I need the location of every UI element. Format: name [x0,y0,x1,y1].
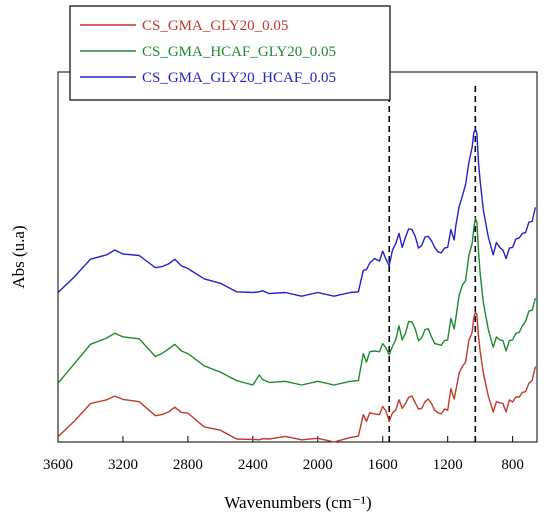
x-tick-label: 2000 [303,457,333,473]
legend-box [69,5,391,101]
x-tick-label: 2800 [173,457,203,473]
series-line-1 [57,311,537,443]
x-axis-title: Wavenumbers (cm⁻¹) [224,493,371,512]
x-tick-label: 3200 [108,457,138,473]
x-tick-label: 1200 [433,457,463,473]
x-tick-label: 1600 [368,457,398,473]
series-line-2 [57,217,537,386]
x-tick-label: 800 [501,457,524,473]
y-axis-title: Abs (u.a) [9,225,28,288]
legend: CS_GMA_GLY20_0.05 CS_GMA_HCAF_GLY20_0.05 C… [69,5,391,101]
series-line-3 [57,128,537,297]
x-axis-ticks: 3600 3200 2800 2400 2000 1600 1200 800 [43,436,524,473]
spectra-series [57,128,537,443]
plot-area-frame [57,71,538,443]
x-tick-label: 3600 [43,457,73,473]
reference-dashed-lines [388,86,477,442]
legend-label: CS_GMA_GLY20_HCAF_0.05 [142,70,336,86]
legend-label: CS_GMA_GLY20_0.05 [142,18,288,34]
legend-label: CS_GMA_HCAF_GLY20_0.05 [142,44,336,60]
x-tick-label: 2400 [238,457,268,473]
